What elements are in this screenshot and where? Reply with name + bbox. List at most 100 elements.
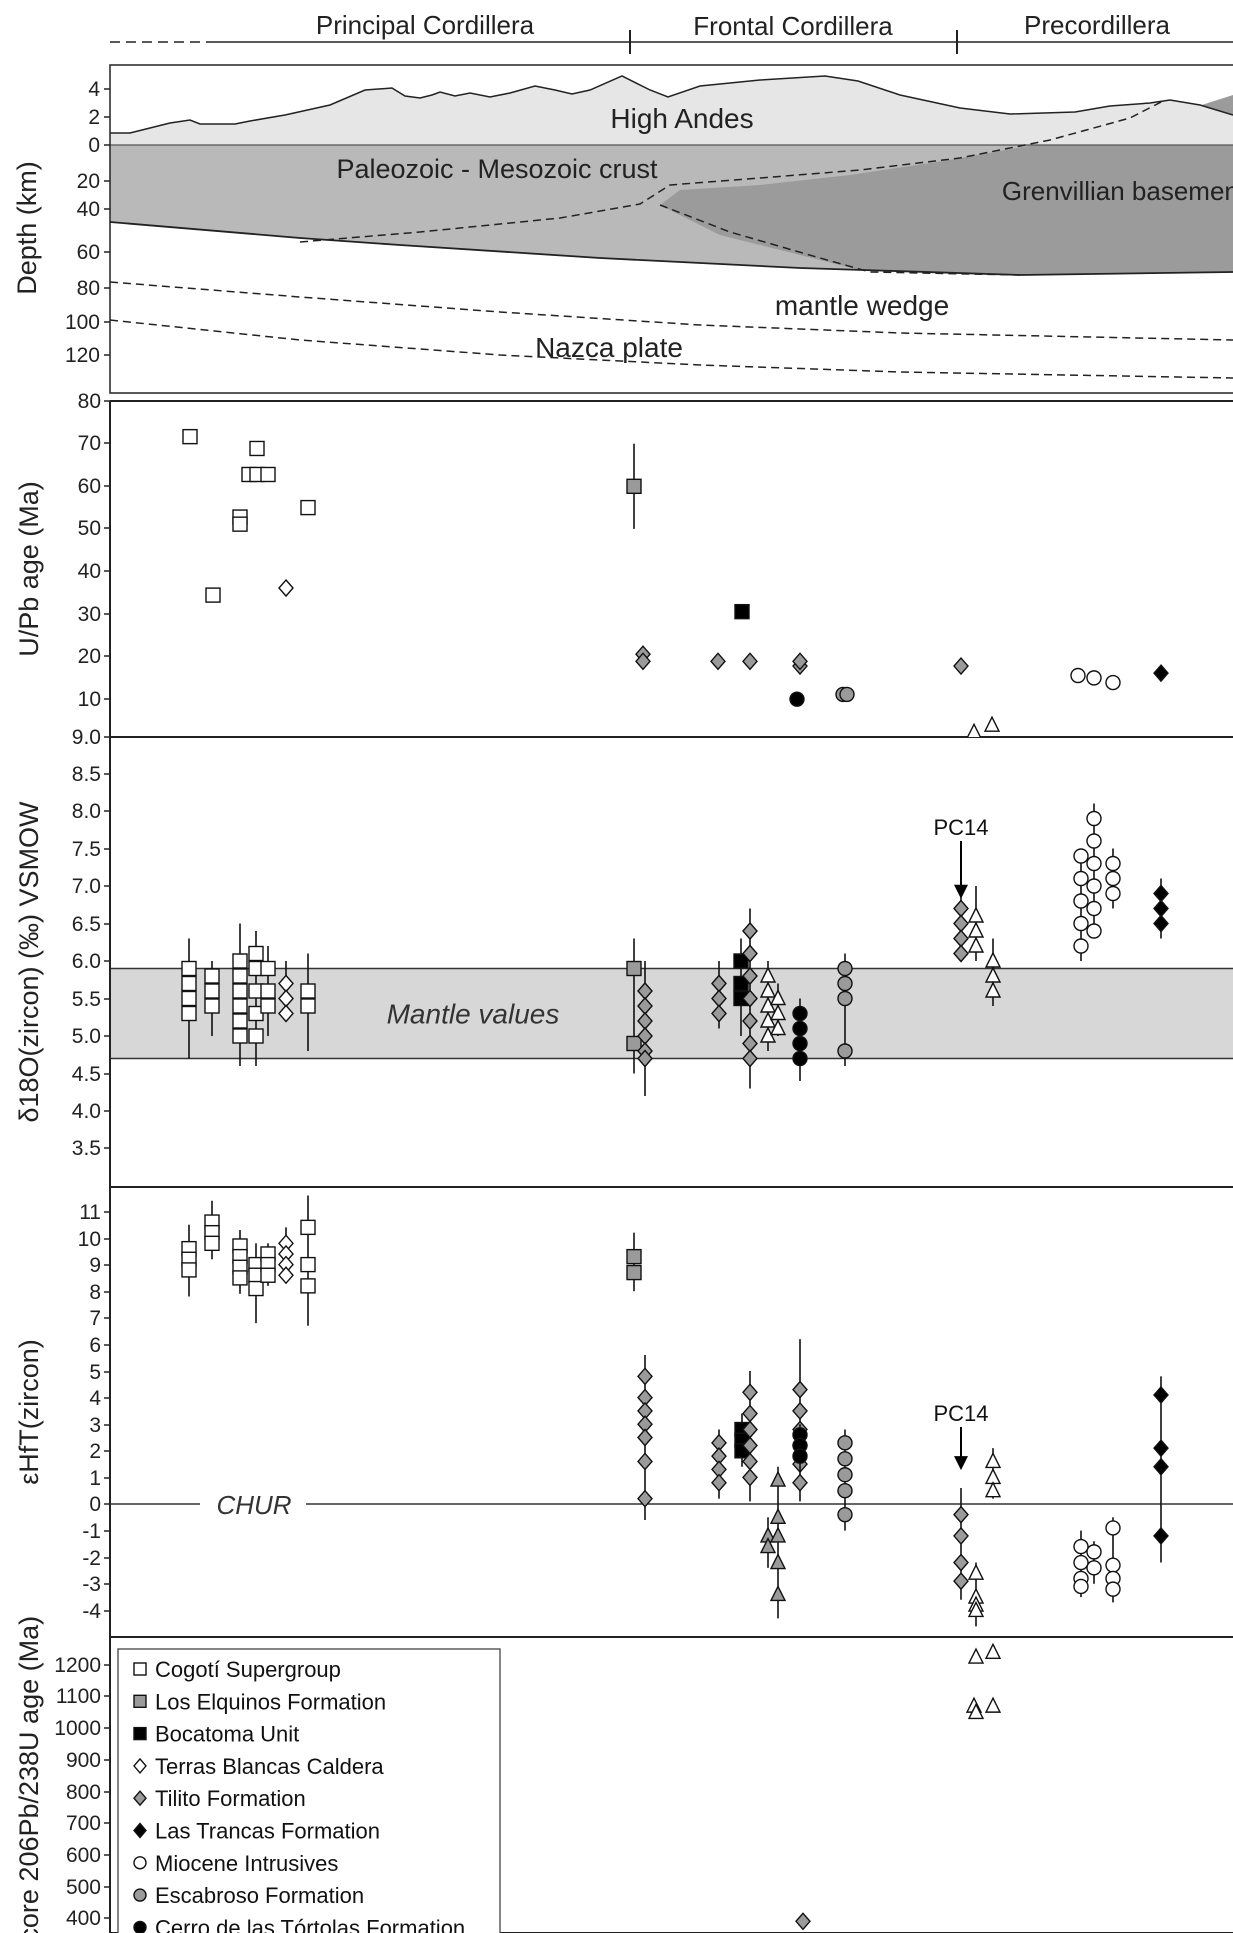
cross-section-frame [109, 64, 1233, 394]
y-tick-label: 20 [78, 645, 101, 668]
data-point-diamond [710, 652, 726, 671]
data-point-diamond [792, 652, 808, 671]
data-point-triangle [967, 921, 985, 938]
data-point-diamond [278, 1004, 294, 1023]
data-point-triangle [984, 1481, 1002, 1498]
y-axis-label: d core 206Pb/238U age (Ma) [14, 1616, 44, 1933]
y-tick-label: 70 [78, 432, 101, 455]
legend-item: Los Elquinos Formation [133, 1689, 386, 1714]
y-tick-label: 8 [89, 1281, 101, 1304]
label-grenvillian: Grenvillian basement [1002, 176, 1233, 206]
data-point-diamond [742, 1468, 758, 1487]
data-point-circle [837, 1482, 853, 1499]
y-tick-label: -1 [82, 1520, 101, 1543]
data-point-square [232, 953, 248, 969]
axis-label-depth: Depth (km) [12, 161, 42, 295]
data-point-square [204, 983, 220, 999]
data-marks [181, 1195, 1169, 1627]
data-point-triangle [984, 1451, 1002, 1469]
data-point-square [300, 983, 316, 999]
data-point-diamond [792, 1401, 808, 1420]
y-tick-label: 400 [66, 1907, 101, 1930]
data-point-circle [1086, 923, 1102, 939]
y-tick-label: 9 [89, 1254, 101, 1277]
data-point-circle [1105, 1581, 1121, 1597]
data-point-square [300, 499, 316, 516]
y-tick-label: 80 [78, 390, 101, 413]
data-point-triangle [769, 1507, 787, 1525]
y-tick-label: 3.5 [72, 1137, 101, 1160]
y-tick-label: 1000 [54, 1717, 101, 1740]
basement-boundary [299, 99, 1166, 243]
data-point-diamond [637, 1452, 653, 1471]
data-point-triangle [770, 743, 784, 757]
data-point-circle [837, 1043, 853, 1059]
data-point-circle [837, 1451, 853, 1467]
data-point-triangle [984, 981, 1002, 998]
legend: Cogotí Supergroup Los Elquinos Formation B… [117, 1648, 501, 1933]
y-tick-label: 11 [79, 1201, 101, 1224]
data-point-diamond [1153, 1526, 1169, 1545]
data-point-triangle [769, 1018, 787, 1036]
data-point-circle [1073, 848, 1089, 864]
data-point-circle [1073, 1554, 1089, 1571]
y-axis-label: εHfT(zircon) [14, 1339, 44, 1485]
y-tick-label: 9.0 [72, 726, 101, 749]
data-point-diamond [278, 578, 294, 598]
y-tick-label: 600 [66, 1844, 101, 1867]
data-point-circle [1086, 833, 1102, 849]
data-point-square [300, 1256, 316, 1273]
data-point-diamond [742, 944, 758, 963]
data-point-square [133, 1662, 147, 1676]
data-point-circle [133, 1888, 147, 1902]
legend-item: Miocene Intrusives [133, 1851, 338, 1876]
y-tick-label: 7.5 [72, 838, 101, 861]
legend-item-label: Terras Blancas Caldera [155, 1754, 384, 1779]
topography-line [110, 75, 1233, 134]
y-tick-label: -2 [82, 1547, 101, 1570]
data-point-square [204, 998, 220, 1014]
data-point-diamond [953, 899, 969, 918]
data-point-circle [789, 691, 805, 707]
y-tick-label: 6 [89, 1334, 101, 1357]
y-tick-label: 0 [89, 1493, 101, 1516]
data-point-circle [792, 1448, 808, 1464]
data-point-square [181, 990, 197, 1007]
y-tick-label: 5.0 [72, 1025, 101, 1048]
legend-item: Tilito Formation [133, 1786, 306, 1811]
slab-top [110, 281, 1233, 341]
data-point-square [248, 1028, 264, 1044]
data-marks [795, 1642, 1002, 1931]
data-point-square [133, 1726, 147, 1741]
chart-panel-2: Mantle values 8.5 8.0 7.5 7.0 6.5 6.0 5.5 5.0 4.5… [14, 737, 1233, 1188]
y-tick-label: 5.5 [72, 988, 101, 1011]
data-point-circle [1105, 885, 1121, 902]
legend-box [117, 1648, 501, 1933]
region-precordillera: Precordillera [1024, 10, 1170, 40]
depth-tick-label: 120 [65, 344, 100, 367]
data-point-diamond [792, 1473, 808, 1492]
data-point-diamond [637, 1367, 653, 1386]
data-point-circle [792, 1035, 808, 1052]
data-point-triangle [762, 743, 776, 757]
data-point-diamond [742, 652, 758, 671]
data-point-circle [837, 1506, 853, 1523]
data-point-square [300, 1278, 316, 1294]
y-tick-label: 10 [78, 688, 101, 711]
data-point-square [181, 1005, 197, 1022]
y-tick-label: 40 [78, 560, 101, 583]
y-tick-label: 6.0 [72, 950, 101, 973]
slab-bottom [110, 319, 1233, 379]
pc14-arrow-head [954, 884, 968, 899]
data-point-square [204, 968, 220, 984]
topography-body [110, 76, 1233, 145]
data-point-diamond [742, 1011, 758, 1031]
pc14-label: PC14 [933, 815, 988, 840]
data-point-diamond [635, 652, 651, 671]
chart-panel-1: 80 70 60 50 40 30 20 10 9.0 U/Pb age (Ma) [14, 390, 1233, 757]
data-point-triangle [759, 1536, 777, 1554]
data-point-diamond [1153, 1457, 1169, 1476]
chart-panel-4: 1200 1100 1000 900 800 700 600 500 400 d core 206… [14, 1616, 1233, 1933]
y-tick-label: 800 [66, 1781, 101, 1804]
